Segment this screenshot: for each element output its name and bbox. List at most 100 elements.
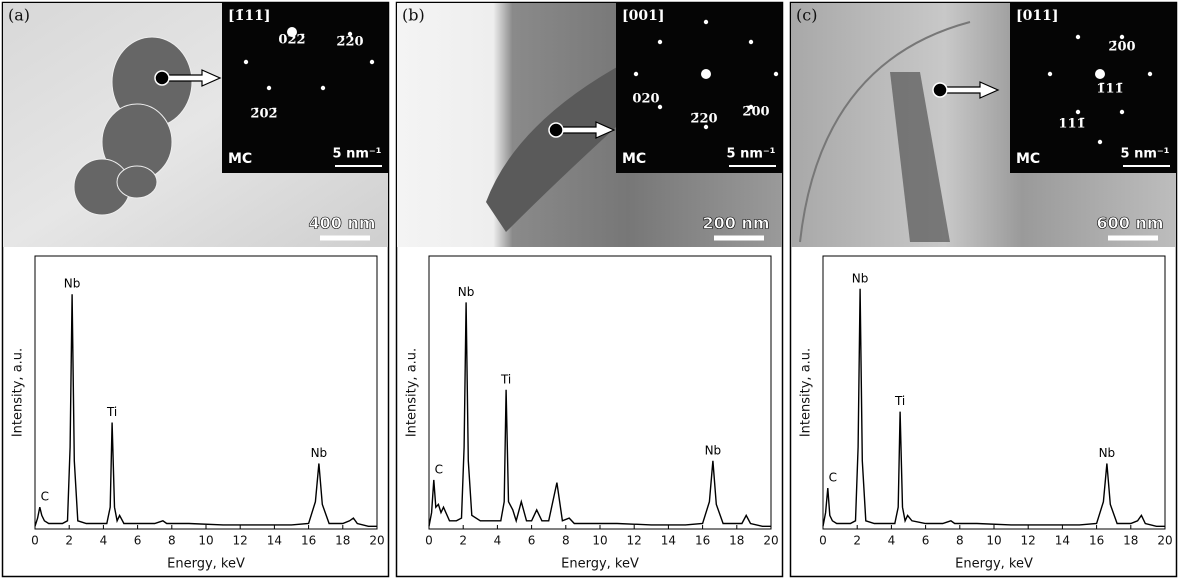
diffraction-spot (1047, 71, 1053, 77)
diffraction-inset: [1̄11] 022̄ 2̄20 2̄02̄ MC 5 nm⁻¹ (222, 3, 388, 173)
diffraction-spot (657, 39, 663, 45)
x-tick-label: 14 (267, 534, 282, 548)
x-tick-label: 16 (695, 534, 710, 548)
spot-index: 2̄00 (742, 105, 769, 120)
phase-label: MC (228, 151, 252, 167)
x-tick-label: 0 (819, 534, 827, 548)
diffraction-spot (703, 19, 709, 25)
spectrum-line (822, 288, 1165, 527)
diffraction-spot (243, 59, 249, 65)
scale-bar-label: 600 nm (1096, 214, 1163, 233)
x-tick-label: 4 (494, 534, 502, 548)
x-tick-label: 16 (1089, 534, 1104, 548)
spot-index: 022̄ (278, 33, 305, 48)
x-tick-label: 10 (198, 534, 213, 548)
inset-bg (616, 3, 782, 173)
x-tick-label: 6 (134, 534, 142, 548)
spot-index: 2̄00 (1108, 40, 1135, 55)
x-axis-label: Energy, keV (561, 557, 639, 572)
zone-axis: [001] (622, 8, 664, 24)
diffraction-spot (703, 124, 709, 130)
arrow-dot (932, 82, 948, 98)
spot-index: 2̄20 (336, 35, 363, 50)
inset-bg (1010, 3, 1176, 173)
x-tick-label: 18 (335, 534, 350, 548)
x-tick-label: 14 (661, 534, 676, 548)
y-axis-label: Intensity, a.u. (405, 348, 420, 437)
peak-label: Nb (64, 277, 81, 291)
diffraction-spot (773, 71, 779, 77)
x-tick-label: 16 (301, 534, 316, 548)
x-tick-label: 20 (1157, 534, 1172, 548)
zone-axis: [1̄11] (228, 8, 270, 24)
peak-label: C (41, 490, 49, 504)
phase-label: MC (622, 151, 646, 167)
diffraction-spot (1147, 71, 1153, 77)
particle (116, 165, 158, 199)
peak-label: Nb (458, 285, 475, 299)
spot-index: 1̄11̄ (1096, 82, 1123, 97)
x-tick-label: 10 (592, 534, 607, 548)
x-tick-label: 10 (986, 534, 1001, 548)
spot-index: 2̄20 (690, 112, 717, 127)
x-tick-label: 12 (627, 534, 642, 548)
dislocations (890, 72, 950, 242)
diffraction-spot (633, 71, 639, 77)
diffraction-spot (748, 39, 754, 45)
x-axis-label: Energy, keV (955, 557, 1033, 572)
x-tick-label: 12 (233, 534, 248, 548)
arc (799, 21, 971, 243)
peak-label: Nb (1099, 446, 1116, 460)
x-tick-label: 0 (31, 534, 39, 548)
x-tick-label: 6 (528, 534, 536, 548)
peak-label: Ti (106, 405, 117, 419)
peak-label: C (829, 471, 837, 485)
panel: (a) 400 nm [1̄11] 022̄ 2̄20 2̄02̄ MC 5 nm⁻¹ 0 2 4 6… (1, 1, 390, 578)
diffraction-spot (287, 27, 297, 37)
diffraction-spot (266, 85, 272, 91)
spot-index: 111̄ (1058, 117, 1085, 132)
x-tick-label: 2 (853, 534, 861, 548)
y-axis-label: Intensity, a.u. (11, 348, 26, 437)
x-tick-label: 4 (100, 534, 108, 548)
peak-label: Ti (500, 372, 511, 386)
x-tick-label: 14 (1055, 534, 1070, 548)
x-tick-label: 12 (1021, 534, 1036, 548)
y-axis-label: Intensity, a.u. (799, 348, 814, 437)
x-axis-label: Energy, keV (167, 557, 245, 572)
arrow-dot (154, 70, 170, 86)
x-tick-label: 6 (922, 534, 930, 548)
diffraction-spot (1075, 34, 1081, 40)
diffraction-spot (1075, 109, 1081, 115)
peak-label: Nb (705, 443, 722, 457)
arrow-dot (548, 122, 564, 138)
peak-label: Ti (894, 394, 905, 408)
inset-bg (222, 3, 388, 173)
diffraction-spot (701, 69, 711, 79)
inset-scale-label: 5 nm⁻¹ (727, 147, 776, 162)
peak-label: C (435, 462, 443, 476)
scale-bar-label: 200 nm (702, 214, 769, 233)
x-tick-label: 2 (65, 534, 73, 548)
diffraction-spot (320, 85, 326, 91)
diffraction-spot (1097, 139, 1103, 145)
panel-label: (b) (402, 6, 425, 25)
panel: (b) 200 nm [001] 020 2̄20 2̄00 MC 5 nm⁻¹ 0 2 4 6 8 10… (395, 1, 784, 578)
diffraction-spot (657, 104, 663, 110)
diffraction-spot (369, 59, 375, 65)
diffraction-spot (1119, 34, 1125, 40)
diffraction-spot (347, 31, 353, 37)
phase-label: MC (1016, 151, 1040, 167)
panel-label: (a) (8, 6, 30, 25)
diffraction-spot (1095, 69, 1105, 79)
x-tick-label: 2 (459, 534, 467, 548)
inset-scale-label: 5 nm⁻¹ (1121, 147, 1170, 162)
x-tick-label: 18 (1123, 534, 1138, 548)
x-tick-label: 18 (729, 534, 744, 548)
diffraction-spot (748, 104, 754, 110)
zone-axis: [011] (1016, 8, 1058, 24)
diffraction-inset: [001] 020 2̄20 2̄00 MC 5 nm⁻¹ (616, 3, 782, 173)
spot-index: 2̄02̄ (250, 107, 277, 122)
panel: (c) 600 nm [011] 2̄00 1̄11̄ 111̄ MC 5 nm⁻¹ 0 2 4 6 8… (789, 1, 1178, 578)
